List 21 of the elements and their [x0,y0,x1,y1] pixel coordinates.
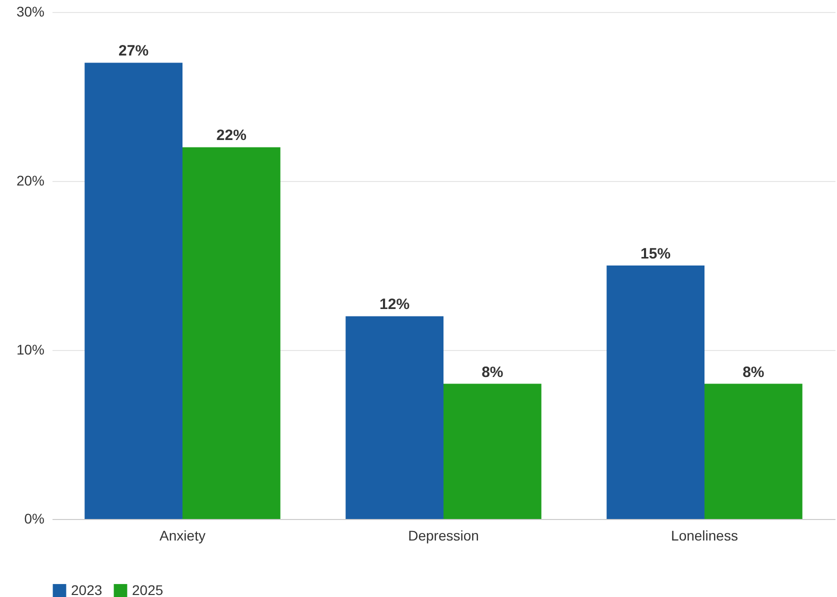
data-label: 27% [118,42,149,60]
data-label: 12% [380,296,410,314]
bar [182,147,280,519]
y-tick-label: 10% [16,342,44,358]
bar [84,62,182,519]
bar [346,316,444,519]
x-tick-label: Loneliness [671,528,738,544]
bar [606,266,704,519]
data-label: 8% [742,364,764,381]
data-label: 15% [640,246,671,262]
y-tick-label: 0% [24,510,44,526]
x-tick-label: Anxiety [160,528,206,544]
y-tick-label: 20% [16,172,44,188]
legend-label: 2023 [71,582,102,597]
x-tick-label: Depression [408,528,479,544]
bar [444,384,542,519]
data-label: 22% [216,127,246,144]
legend-label: 2025 [132,582,164,597]
data-label: 8% [482,364,504,381]
y-tick-label: 30% [16,4,44,20]
bar [704,384,802,519]
